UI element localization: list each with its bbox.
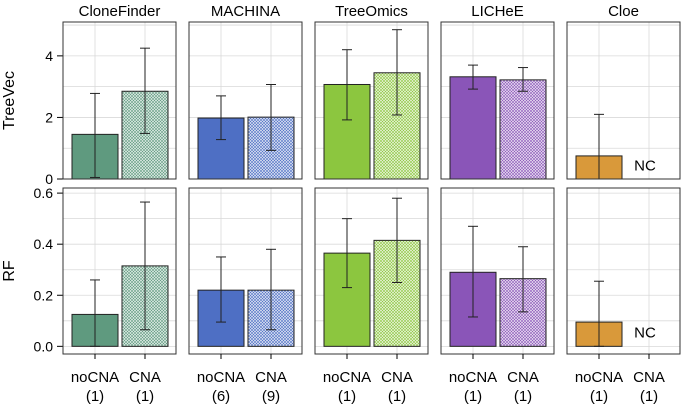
- y-tick-label: 0.2: [34, 287, 54, 303]
- x-count-label: (9): [262, 388, 280, 405]
- error-bar: [216, 95, 226, 141]
- error-bar: [90, 279, 100, 347]
- facet-title-clonefinder: CloneFinder: [79, 3, 161, 20]
- x-tick-label: noCNA: [71, 369, 119, 386]
- x-count-label: (1): [464, 388, 482, 405]
- error-bar: [90, 92, 100, 178]
- y-tick-label: 4: [45, 48, 53, 64]
- error-bar: [468, 225, 478, 318]
- panel-treevec-clonefinder: [62, 21, 177, 180]
- y-tick-label: 0.4: [34, 236, 54, 252]
- x-tick-label: noCNA: [197, 369, 245, 386]
- error-bar: [594, 280, 604, 347]
- panel-rf-treeomics: [314, 187, 429, 355]
- panel-border: [440, 21, 555, 180]
- panel-border: [314, 21, 429, 180]
- x-count-label: (1): [388, 388, 406, 405]
- panel-treevec-treeomics: [314, 21, 429, 180]
- x-tick-label: noCNA: [449, 369, 497, 386]
- error-bar: [140, 201, 150, 331]
- panel-rf-cloe: NC: [566, 187, 681, 355]
- panel-border: [314, 187, 429, 355]
- y-tick-label: 0.6: [34, 185, 54, 201]
- panel-border: [62, 187, 177, 355]
- panel-border: [440, 187, 555, 355]
- y-tick-label: 0: [45, 171, 53, 187]
- facet-title-machina: MACHINA: [211, 3, 280, 20]
- error-bar: [392, 197, 402, 283]
- panel-treevec-lichee: [440, 21, 555, 180]
- error-bar: [468, 64, 478, 90]
- y-axis-title-treevec: TreeVec: [1, 71, 18, 130]
- error-bar: [266, 83, 276, 151]
- error-bar: [392, 29, 402, 116]
- panel-border: [188, 21, 303, 180]
- x-count-label: (1): [590, 388, 608, 405]
- x-tick-label: CNA: [381, 369, 413, 386]
- facet-title-treeomics: TreeOmics: [335, 3, 408, 20]
- error-bar: [216, 256, 226, 323]
- x-count-label: (1): [86, 388, 104, 405]
- panel-rf-lichee: [440, 187, 555, 355]
- panel-rf-clonefinder: [62, 187, 177, 355]
- x-count-label: (1): [136, 388, 154, 405]
- panel-border: [566, 21, 681, 180]
- panel-treevec-cloe: NC: [566, 21, 681, 180]
- panel-border: [566, 187, 681, 355]
- x-tick-label: CNA: [507, 369, 539, 386]
- error-bar: [518, 67, 528, 92]
- x-tick-label: noCNA: [323, 369, 371, 386]
- panel-treevec-machina: [188, 21, 303, 180]
- error-bar: [342, 218, 352, 289]
- error-bar: [342, 49, 352, 121]
- bar-nocna: [449, 76, 497, 180]
- panel-border: [62, 21, 177, 180]
- facet-title-cloe: Cloe: [608, 3, 639, 20]
- y-tick-label: 2: [45, 109, 53, 125]
- y-axis-title-rf: RF: [1, 260, 18, 282]
- nc-label: NC: [634, 324, 656, 341]
- error-bar: [266, 248, 276, 331]
- x-tick-label: noCNA: [575, 369, 623, 386]
- y-tick-label: 0.0: [34, 338, 54, 354]
- error-bar: [140, 47, 150, 134]
- x-count-label: (1): [514, 388, 532, 405]
- x-tick-label: CNA: [129, 369, 161, 386]
- x-count-label: (6): [212, 388, 230, 405]
- bar-cna: [499, 79, 547, 180]
- x-tick-label: CNA: [255, 369, 287, 386]
- nc-label: NC: [634, 157, 656, 174]
- error-bar: [518, 246, 528, 313]
- x-count-label: (1): [640, 388, 658, 405]
- x-count-label: (1): [338, 388, 356, 405]
- facet-title-lichee: LICHeE: [471, 3, 524, 20]
- panel-border: [188, 187, 303, 355]
- panel-rf-machina: [188, 187, 303, 355]
- x-tick-label: CNA: [633, 369, 665, 386]
